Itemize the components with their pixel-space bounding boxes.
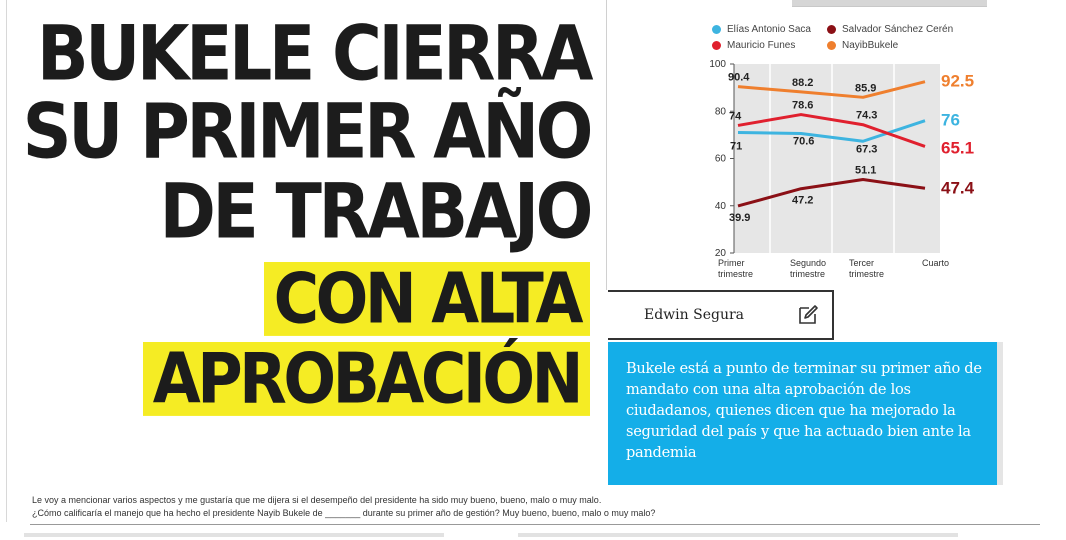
footer-rule-right bbox=[518, 533, 958, 537]
legend-label-bukele: NayibBukele bbox=[842, 40, 899, 51]
data-label-0-2: 67.3 bbox=[856, 143, 877, 155]
headline-line-5-highlight: APROBACIÓN bbox=[142, 341, 590, 416]
data-label-2-2: 74.3 bbox=[856, 110, 877, 122]
pencil-edit-icon bbox=[799, 305, 818, 324]
legend-label-funes: Mauricio Funes bbox=[727, 40, 796, 51]
legend-item-funes: Mauricio Funes bbox=[712, 40, 795, 51]
data-label-2-1: 78.6 bbox=[792, 100, 813, 112]
series-line-2 bbox=[737, 113, 926, 148]
data-label-1-2: 51.1 bbox=[855, 165, 876, 177]
series-line-0 bbox=[737, 119, 926, 143]
summary-text: Bukele está a punto de terminar su prime… bbox=[626, 360, 982, 461]
legend-dot-sanchez bbox=[827, 25, 836, 34]
x-category-label-0: Primer trimestre bbox=[718, 258, 753, 279]
data-label-3-0: 90.4 bbox=[728, 72, 750, 84]
data-label-1-3: 47.4 bbox=[941, 178, 975, 197]
x-category-label-2: Tercer trimestre bbox=[849, 258, 884, 279]
footer-rule-left bbox=[24, 533, 444, 537]
data-label-3-2: 85.9 bbox=[855, 82, 876, 94]
data-label-2-3: 65.1 bbox=[941, 138, 974, 157]
y-tick-label-60: 60 bbox=[715, 154, 727, 165]
column-divider bbox=[606, 0, 607, 290]
author-box: Edwin Segura bbox=[608, 290, 834, 340]
y-tick-label-40: 40 bbox=[715, 201, 727, 212]
legend-item-saca: Elías Antonio Saca bbox=[712, 24, 811, 35]
page-left-rule bbox=[6, 0, 7, 522]
series-line-3 bbox=[737, 80, 926, 99]
headline: BUKELE CIERRA SU PRIMER AÑO DE TRABAJO C… bbox=[0, 0, 602, 420]
legend-item-sanchez: Salvador Sánchez Cerén bbox=[827, 24, 953, 35]
survey-line-1: Le voy a mencionar varios aspectos y me … bbox=[32, 495, 602, 505]
bottom-rule bbox=[30, 524, 1040, 525]
legend-item-bukele: NayibBukele bbox=[827, 40, 898, 51]
data-label-3-1: 88.2 bbox=[792, 77, 813, 89]
legend-dot-funes bbox=[712, 41, 721, 50]
headline-line-3: DE TRABAJO bbox=[159, 168, 593, 257]
headline-line-1: BUKELE CIERRA bbox=[36, 10, 594, 99]
y-tick-label-80: 80 bbox=[715, 106, 727, 117]
survey-line-2: ¿Cómo calificaría el manejo que ha hecho… bbox=[32, 508, 656, 518]
data-label-3-3: 92.5 bbox=[941, 72, 974, 91]
y-tick-label-100: 100 bbox=[709, 59, 726, 70]
author-name: Edwin Segura bbox=[644, 307, 745, 323]
headline-line-2: SU PRIMER AÑO bbox=[22, 88, 594, 177]
data-label-2-0: 74 bbox=[729, 110, 742, 122]
x-category-label-1: Segundo trimestre bbox=[790, 258, 826, 279]
legend-label-saca: Elías Antonio Saca bbox=[727, 24, 811, 35]
summary-edge bbox=[997, 342, 1003, 485]
chart-top-bar bbox=[792, 0, 987, 7]
series-line-1 bbox=[737, 178, 926, 208]
legend-dot-bukele bbox=[827, 41, 836, 50]
data-label-1-1: 47.2 bbox=[792, 195, 813, 207]
data-label-1-0: 39.9 bbox=[729, 212, 750, 224]
legend-dot-saca bbox=[712, 25, 721, 34]
y-tick-label-20: 20 bbox=[715, 248, 727, 259]
x-category-label-3: Cuarto bbox=[922, 258, 949, 268]
summary-box: Bukele está a punto de terminar su prime… bbox=[608, 342, 997, 485]
data-label-0-1: 70.6 bbox=[793, 135, 814, 147]
legend-label-sanchez: Salvador Sánchez Cerén bbox=[842, 24, 954, 35]
chart-plot-area bbox=[734, 64, 940, 253]
survey-question: Le voy a mencionar varios aspectos y me … bbox=[32, 494, 655, 520]
data-label-0-3: 76 bbox=[941, 111, 960, 130]
data-label-0-0: 71 bbox=[730, 141, 742, 153]
headline-line-4-highlight: CON ALTA bbox=[263, 261, 590, 336]
